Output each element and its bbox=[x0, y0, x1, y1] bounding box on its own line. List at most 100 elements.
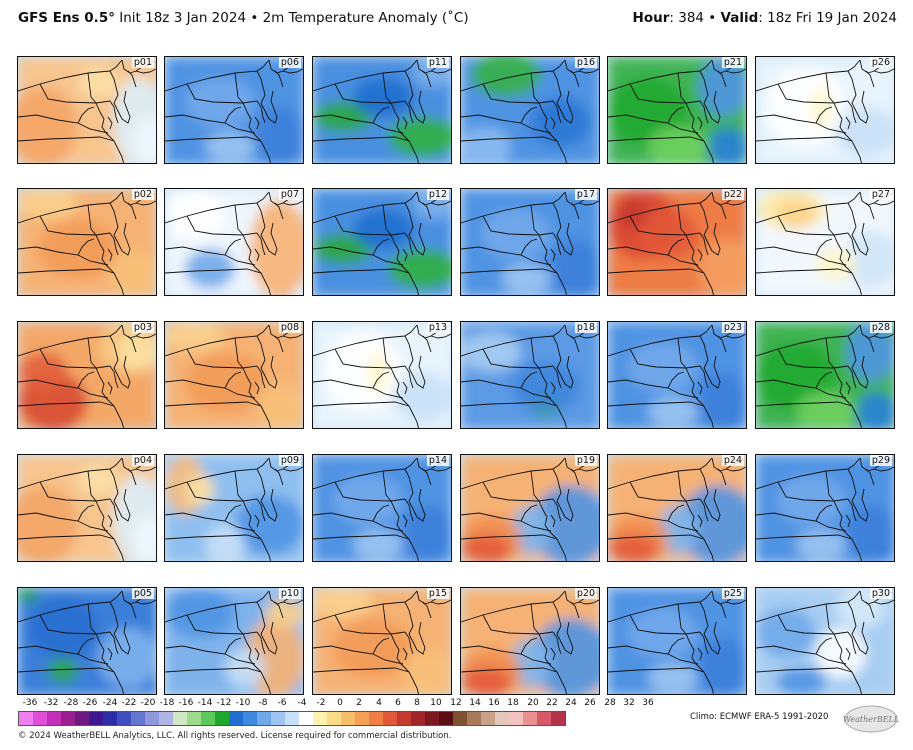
colorbar-tick-label: -20 bbox=[140, 698, 156, 708]
ensemble-member-panel: p18 bbox=[460, 321, 600, 429]
climatology-note: Climo: ECMWF ERA-5 1991-2020 bbox=[690, 712, 829, 722]
colorbar-tick-label: 10 bbox=[430, 698, 442, 708]
temperature-anomaly-map bbox=[18, 455, 156, 561]
colorbar-swatch bbox=[201, 712, 215, 725]
temperature-anomaly-map bbox=[165, 189, 303, 295]
ensemble-member-panel: p25 bbox=[607, 587, 747, 695]
member-label: p08 bbox=[278, 322, 301, 333]
colorbar-swatch bbox=[425, 712, 439, 725]
colorbar-swatch bbox=[467, 712, 481, 725]
colorbar-swatch bbox=[481, 712, 495, 725]
colorbar-tick-label: 32 bbox=[623, 698, 635, 708]
ensemble-member-panel: p03 bbox=[17, 321, 157, 429]
temperature-anomaly-map bbox=[608, 455, 746, 561]
colorbar-swatch bbox=[215, 712, 229, 725]
colorbar-tick-label: -14 bbox=[197, 698, 213, 708]
init-and-field: Init 18z 3 Jan 2024 • 2m Temperature Ano… bbox=[114, 10, 469, 26]
colorbar-tick-label: -10 bbox=[235, 698, 251, 708]
colorbar-tick-label: 24 bbox=[565, 698, 577, 708]
temperature-anomaly-map bbox=[461, 189, 599, 295]
colorbar-tick-label: 20 bbox=[527, 698, 539, 708]
colorbar-swatch bbox=[47, 712, 61, 725]
colorbar-tick-label: 36 bbox=[642, 698, 654, 708]
weatherbell-logo: WeatherBELL bbox=[843, 705, 899, 733]
ensemble-member-panel: p11 bbox=[312, 56, 452, 164]
colorbar-swatch bbox=[131, 712, 145, 725]
colorbar-tick-label: 22 bbox=[546, 698, 558, 708]
temperature-anomaly-map bbox=[18, 189, 156, 295]
colorbar-swatch bbox=[453, 712, 467, 725]
temperature-anomaly-map bbox=[313, 189, 451, 295]
colorbar-tick-label: -24 bbox=[102, 698, 118, 708]
colorbar-tick-label: -28 bbox=[63, 698, 79, 708]
colorbar-tick-label: 0 bbox=[337, 698, 343, 708]
colorbar-tick-label: 4 bbox=[376, 698, 382, 708]
member-label: p28 bbox=[869, 322, 892, 333]
colorbar-tick-label: -6 bbox=[277, 698, 287, 708]
member-label: p22 bbox=[721, 189, 744, 200]
ensemble-member-panel: p29 bbox=[755, 454, 895, 562]
colorbar-tick-label: -32 bbox=[43, 698, 59, 708]
valid-label: Valid bbox=[720, 10, 759, 26]
temperature-anomaly-map bbox=[313, 455, 451, 561]
colorbar-swatch bbox=[229, 712, 243, 725]
colorbar-swatch bbox=[75, 712, 89, 725]
colorbar-tick-label: -18 bbox=[159, 698, 175, 708]
title-model-init: GFS Ens 0.5° Init 18z 3 Jan 2024 • 2m Te… bbox=[18, 10, 469, 26]
member-label: p07 bbox=[278, 189, 301, 200]
colorbar-swatch bbox=[19, 712, 33, 725]
colorbar-swatch bbox=[285, 712, 299, 725]
ensemble-member-panel: p12 bbox=[312, 188, 452, 296]
colorbar-swatch bbox=[327, 712, 341, 725]
colorbar-swatch bbox=[397, 712, 411, 725]
colorbar-tick-label: 26 bbox=[584, 698, 596, 708]
ensemble-member-panel: p23 bbox=[607, 321, 747, 429]
colorbar-swatch bbox=[537, 712, 551, 725]
ensemble-member-panel: p17 bbox=[460, 188, 600, 296]
temperature-anomaly-map bbox=[756, 455, 894, 561]
colorbar-swatch bbox=[145, 712, 159, 725]
ensemble-member-panel: p28 bbox=[755, 321, 895, 429]
colorbar-swatch bbox=[523, 712, 537, 725]
ensemble-member-panel: p22 bbox=[607, 188, 747, 296]
temperature-anomaly-map bbox=[313, 322, 451, 428]
hour-value: : 384 • bbox=[669, 10, 721, 26]
colorbar-swatch bbox=[341, 712, 355, 725]
member-label: p25 bbox=[721, 588, 744, 599]
ensemble-member-panel: p08 bbox=[164, 321, 304, 429]
member-label: p14 bbox=[426, 455, 449, 466]
temperature-anomaly-map bbox=[18, 588, 156, 694]
ensemble-member-panel: p26 bbox=[755, 56, 895, 164]
ensemble-member-panel: p19 bbox=[460, 454, 600, 562]
member-label: p11 bbox=[426, 57, 449, 68]
member-label: p21 bbox=[721, 57, 744, 68]
copyright-notice: © 2024 WeatherBELL Analytics, LLC. All r… bbox=[18, 731, 452, 741]
colorbar-swatch bbox=[117, 712, 131, 725]
colorbar-swatch bbox=[369, 712, 383, 725]
colorbar-swatch bbox=[61, 712, 75, 725]
ensemble-member-panel: p05 bbox=[17, 587, 157, 695]
member-label: p04 bbox=[131, 455, 154, 466]
ensemble-member-panel: p04 bbox=[17, 454, 157, 562]
colorbar-tick-label: -12 bbox=[216, 698, 232, 708]
member-label: p01 bbox=[131, 57, 154, 68]
colorbar-tick-label: 8 bbox=[414, 698, 420, 708]
member-label: p17 bbox=[574, 189, 597, 200]
colorbar-swatch bbox=[509, 712, 523, 725]
degree-symbol: ° bbox=[108, 10, 115, 26]
member-label: p09 bbox=[278, 455, 301, 466]
member-label: p26 bbox=[869, 57, 892, 68]
colorbar-tick-label: 12 bbox=[450, 698, 462, 708]
ensemble-member-panel: p15 bbox=[312, 587, 452, 695]
temperature-anomaly-map bbox=[18, 57, 156, 163]
ensemble-member-panel: p01 bbox=[17, 56, 157, 164]
logo-text: WeatherBELL bbox=[843, 715, 899, 724]
colorbar-tick-label: 18 bbox=[507, 698, 519, 708]
colorbar-swatch bbox=[103, 712, 117, 725]
member-label: p23 bbox=[721, 322, 744, 333]
colorbar-swatch bbox=[313, 712, 327, 725]
temperature-anomaly-map bbox=[461, 322, 599, 428]
ensemble-member-panel: p07 bbox=[164, 188, 304, 296]
colorbar-tick-label: -36 bbox=[22, 698, 38, 708]
colorbar bbox=[18, 711, 566, 726]
